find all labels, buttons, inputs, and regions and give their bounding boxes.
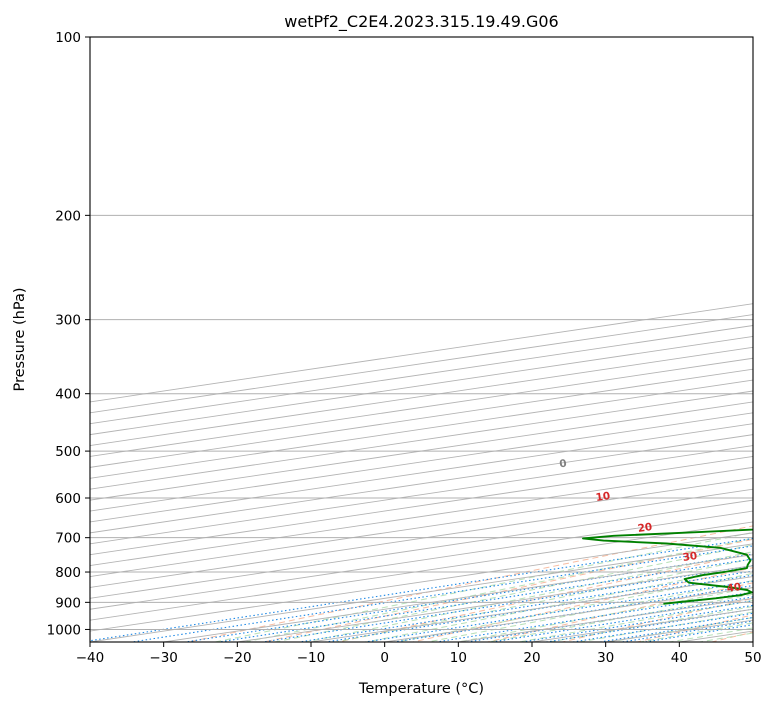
y-tick-label: 900 xyxy=(55,595,81,611)
plot-frame xyxy=(89,36,754,643)
y-tick-label: 1000 xyxy=(47,622,81,638)
moist-adiabat-line xyxy=(455,587,753,642)
x-tick-label: 30 xyxy=(597,650,614,666)
mixing-ratio-line xyxy=(596,616,753,642)
y-tick-label: 400 xyxy=(55,387,81,403)
isotherm-line xyxy=(90,466,753,567)
isotherm-line xyxy=(90,532,753,632)
isotherm-line xyxy=(90,499,753,599)
isotherm-line xyxy=(90,314,753,414)
isotherm-line xyxy=(90,335,753,436)
moist-adiabat-line xyxy=(546,605,753,642)
x-tick-label: 10 xyxy=(450,650,467,666)
isotherm-line xyxy=(90,325,753,425)
axes: −40 −30 −20 −10 0 10 20 30 40 5010020030040050060… xyxy=(47,30,762,666)
moist-adiabat-line xyxy=(363,565,753,642)
isotherm-line xyxy=(90,488,753,588)
y-tick-label: 500 xyxy=(55,444,81,460)
mixing-ratio-line xyxy=(90,537,753,642)
y-axis-title: Pressure (hPa) xyxy=(12,287,28,391)
y-tick-label: 100 xyxy=(55,30,81,46)
mixing-ratio-line xyxy=(361,580,753,642)
x-tick-label: 20 xyxy=(523,650,540,666)
isotherm-label: 20 xyxy=(637,521,653,535)
x-tick-label: −10 xyxy=(297,650,326,666)
x-tick-label: 40 xyxy=(671,650,688,666)
isotherm-line xyxy=(90,477,753,577)
x-tick-label: −40 xyxy=(76,650,105,666)
isotherm-line xyxy=(90,303,753,403)
plot-area xyxy=(90,37,753,642)
data-series xyxy=(582,528,753,605)
isotherm-label: 30 xyxy=(682,550,698,564)
y-tick-label: 300 xyxy=(55,313,81,329)
x-tick-label: −20 xyxy=(223,650,252,666)
chart-title: wetPf2_C2E4.2023.315.19.49.G06 xyxy=(284,12,558,32)
isotherm-line xyxy=(90,510,753,610)
x-tick-label: −30 xyxy=(149,650,178,666)
isotherm-line xyxy=(90,456,753,556)
y-tick-label: 200 xyxy=(55,208,81,224)
isotherm-label: 10 xyxy=(595,490,611,504)
moist-adiabat-line xyxy=(516,599,753,642)
moist-adiabat-line xyxy=(272,544,753,642)
y-tick-label: 800 xyxy=(55,565,81,581)
dry-adiabat-line xyxy=(186,525,753,642)
y-tick-label: 600 xyxy=(55,491,81,507)
isotherm-label: 0 xyxy=(559,458,568,471)
x-tick-label: 0 xyxy=(380,650,389,666)
isotherm-label: 40 xyxy=(726,581,742,595)
isotherm-line xyxy=(90,445,753,545)
x-tick-label: 50 xyxy=(744,650,761,666)
moist-adiabat-line xyxy=(242,537,753,642)
mixing-ratio-line xyxy=(128,545,753,642)
background-lines xyxy=(90,37,753,642)
y-tick-label: 700 xyxy=(55,531,81,547)
moist-adiabat-line xyxy=(212,531,753,642)
x-axis-title: Temperature (°C) xyxy=(358,681,484,697)
mixing-ratio-line xyxy=(432,591,753,642)
dewpoint-profile-line xyxy=(582,528,753,605)
